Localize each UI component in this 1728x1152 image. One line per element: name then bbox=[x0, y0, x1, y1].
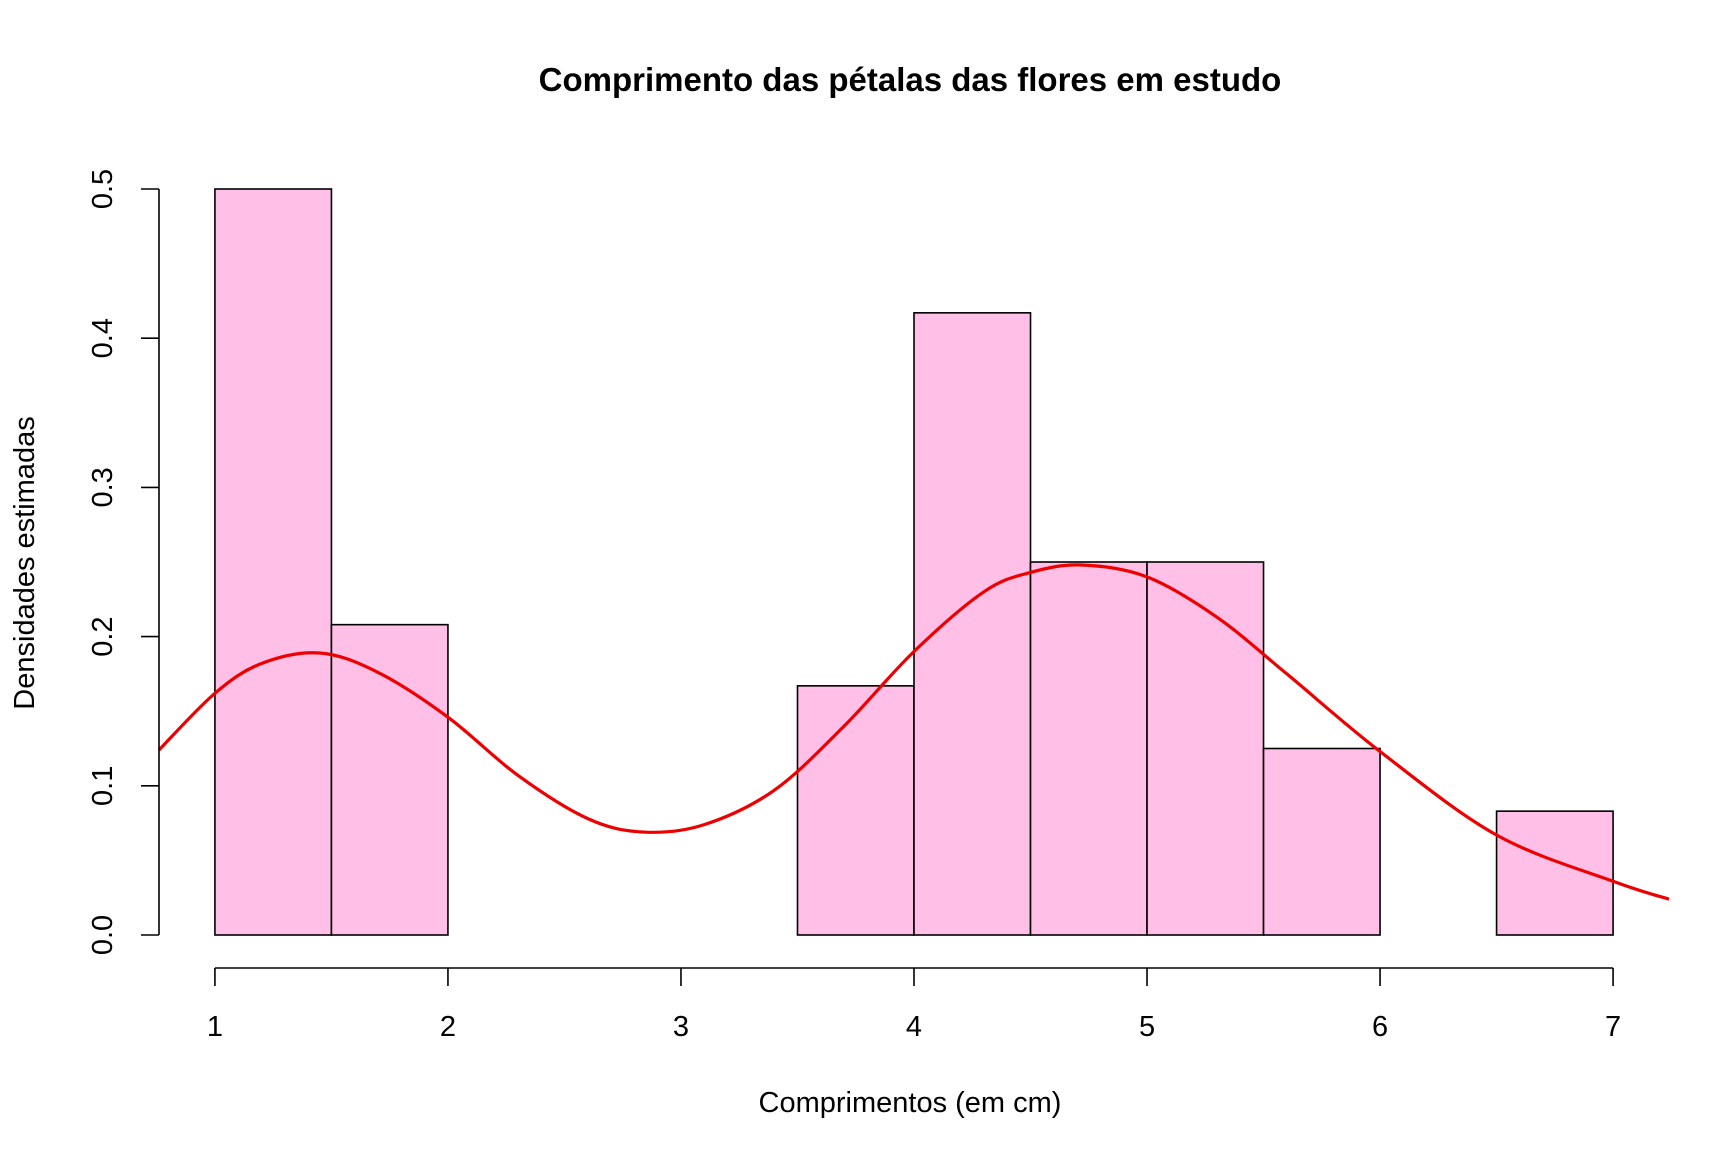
y-axis: 0.0 0.1 0.2 0.3 0.4 0.5 bbox=[87, 169, 160, 955]
histogram-bar bbox=[1029, 561, 1148, 936]
x-tick-label: 3 bbox=[673, 1011, 689, 1043]
x-axis: 1 2 3 4 5 6 7 bbox=[207, 967, 1621, 1043]
y-tick-label: 0.5 bbox=[87, 169, 119, 209]
x-tick-label: 1 bbox=[207, 1011, 223, 1043]
histogram-bar bbox=[1495, 810, 1614, 936]
histogram-bar bbox=[214, 188, 333, 936]
x-tick-label: 7 bbox=[1605, 1011, 1621, 1043]
x-tick-label: 4 bbox=[906, 1011, 922, 1043]
y-tick-label: 0.3 bbox=[87, 467, 119, 507]
histogram-bar bbox=[1262, 747, 1381, 936]
x-axis-label: Comprimentos (em cm) bbox=[759, 1087, 1062, 1119]
histogram-bar bbox=[1146, 561, 1265, 936]
y-tick-label: 0.1 bbox=[87, 766, 119, 806]
density-curve bbox=[157, 563, 1670, 901]
y-tick-label: 0.2 bbox=[87, 616, 119, 656]
x-tick-label: 2 bbox=[440, 1011, 456, 1043]
histogram-bars bbox=[214, 188, 1614, 936]
y-axis-label: Densidades estimadas bbox=[9, 416, 41, 709]
histogram-bar bbox=[913, 312, 1032, 936]
y-tick-label: 0.4 bbox=[87, 318, 119, 358]
x-tick-label: 5 bbox=[1139, 1011, 1155, 1043]
y-tick-label: 0.0 bbox=[87, 915, 119, 955]
chart-title: Comprimento das pétalas das flores em es… bbox=[539, 61, 1282, 98]
histogram-bar bbox=[796, 685, 915, 936]
histogram-bar bbox=[330, 623, 449, 936]
x-tick-label: 6 bbox=[1372, 1011, 1388, 1043]
